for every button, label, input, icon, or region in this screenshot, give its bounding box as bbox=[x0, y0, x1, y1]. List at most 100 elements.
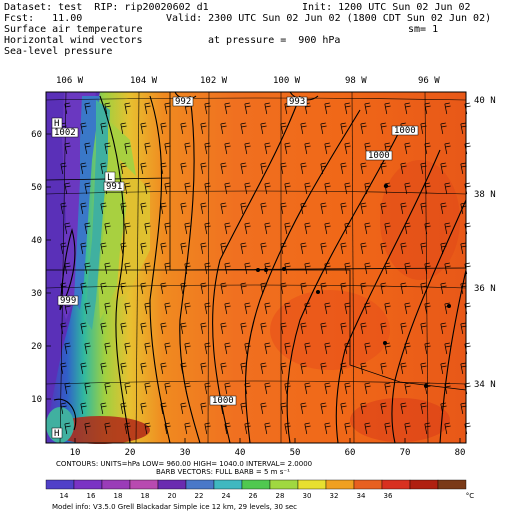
wind-barb bbox=[200, 162, 207, 175]
wind-barb bbox=[284, 382, 291, 395]
wind-barb bbox=[120, 162, 127, 175]
wind-barb bbox=[284, 422, 291, 435]
wind-barb bbox=[344, 182, 351, 195]
wind-barb bbox=[100, 122, 107, 135]
x-tick: 40 bbox=[235, 448, 246, 458]
wind-barb bbox=[460, 122, 467, 135]
wind-barb bbox=[424, 102, 431, 115]
wind-barb bbox=[220, 162, 227, 175]
wind-barb bbox=[320, 322, 327, 335]
wind-barb bbox=[100, 202, 107, 215]
wind-barb bbox=[124, 222, 131, 235]
wind-barb bbox=[300, 322, 307, 335]
wind-barb bbox=[220, 282, 227, 295]
wind-barb bbox=[320, 362, 327, 375]
wind-barb bbox=[284, 342, 291, 355]
x-tick: 60 bbox=[345, 448, 356, 458]
wind-barb bbox=[120, 402, 127, 415]
y-tick: 50 bbox=[31, 183, 42, 193]
wind-barb bbox=[440, 362, 447, 375]
wind-barb bbox=[200, 402, 207, 415]
wind-barb bbox=[164, 222, 171, 235]
wind-barb bbox=[184, 262, 191, 275]
wind-barb bbox=[400, 202, 407, 215]
wind-barb bbox=[64, 222, 71, 235]
wind-barb bbox=[280, 162, 287, 175]
wind-barb bbox=[104, 422, 111, 435]
wind-barb bbox=[180, 202, 187, 215]
x-ticks: 10 20 30 40 50 60 70 80 bbox=[70, 448, 466, 458]
colorbar-unit: °C bbox=[466, 492, 475, 500]
wind-barb bbox=[424, 262, 431, 275]
wind-barb bbox=[160, 242, 167, 255]
wind-barb bbox=[280, 202, 287, 215]
wind-barb bbox=[404, 382, 411, 395]
wind-barb bbox=[360, 322, 367, 335]
wind-barb bbox=[64, 382, 71, 395]
wind-barb bbox=[164, 182, 171, 195]
longitude-labels: 106 W 104 W 102 W 100 W 98 W 96 W bbox=[56, 76, 440, 86]
wind-barb bbox=[244, 302, 251, 315]
wind-barb bbox=[384, 382, 391, 395]
wind-barb bbox=[204, 102, 211, 115]
wind-barb bbox=[200, 282, 207, 295]
wind-barb bbox=[360, 202, 367, 215]
wind-barb bbox=[80, 362, 87, 375]
wind-barb bbox=[460, 162, 467, 175]
lon-label: 104 W bbox=[130, 76, 158, 86]
colorbar-swatch bbox=[353, 479, 383, 490]
wind-barb bbox=[80, 242, 87, 255]
wind-barb bbox=[304, 422, 311, 435]
wind-barb bbox=[140, 322, 147, 335]
wind-barb bbox=[444, 182, 451, 195]
isobar-labels: 992 993 1000 1000 1002 991 999 1000 H L … bbox=[51, 96, 419, 439]
colorbar-swatch bbox=[297, 479, 327, 490]
wind-barb bbox=[124, 302, 131, 315]
wind-barb bbox=[400, 242, 407, 255]
wind-barb bbox=[380, 362, 387, 375]
x-tick: 80 bbox=[455, 448, 466, 458]
wind-barb bbox=[120, 362, 127, 375]
wind-barb bbox=[60, 402, 67, 415]
wind-barb bbox=[244, 102, 251, 115]
wind-barb bbox=[300, 202, 307, 215]
colorbar-label: 36 bbox=[384, 492, 393, 500]
wind-barb bbox=[224, 262, 231, 275]
wind-barb bbox=[404, 102, 411, 115]
wind-barb bbox=[340, 362, 347, 375]
wind-barb bbox=[364, 222, 371, 235]
wind-barb bbox=[84, 422, 91, 435]
colorbar-swatch bbox=[157, 479, 187, 490]
wind-barb bbox=[160, 122, 167, 135]
wind-barb bbox=[144, 302, 151, 315]
wind-barb bbox=[64, 422, 71, 435]
wind-barb bbox=[440, 202, 447, 215]
wind-barb bbox=[340, 402, 347, 415]
lat-label: 38 N bbox=[474, 190, 496, 200]
wind-barb bbox=[364, 382, 371, 395]
colorbar-swatch bbox=[241, 479, 271, 490]
wind-barb bbox=[320, 402, 327, 415]
wind-barb bbox=[280, 242, 287, 255]
wind-barb bbox=[224, 302, 231, 315]
wind-barb bbox=[264, 382, 271, 395]
wind-barb bbox=[180, 402, 187, 415]
wind-barb bbox=[220, 202, 227, 215]
wind-barb bbox=[104, 102, 111, 115]
wind-barb bbox=[260, 122, 267, 135]
colorbar-label: 18 bbox=[141, 492, 150, 500]
colorbar-label: 26 bbox=[249, 492, 258, 500]
colorbar-label: 22 bbox=[195, 492, 204, 500]
colorbar-swatch bbox=[101, 479, 131, 490]
wind-barb bbox=[340, 242, 347, 255]
wind-barb bbox=[420, 162, 427, 175]
wind-barb bbox=[184, 182, 191, 195]
wind-barb bbox=[64, 262, 71, 275]
colorbar-label: 18 bbox=[114, 492, 123, 500]
wind-barb bbox=[164, 262, 171, 275]
wind-barb bbox=[140, 202, 147, 215]
wind-barb bbox=[204, 342, 211, 355]
wind-barb bbox=[260, 242, 267, 255]
latitude-labels: 40 N 38 N 36 N 34 N bbox=[474, 96, 496, 390]
wind-barb bbox=[404, 182, 411, 195]
